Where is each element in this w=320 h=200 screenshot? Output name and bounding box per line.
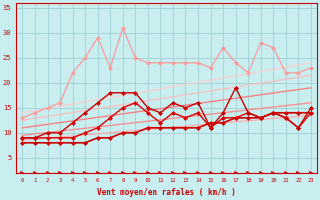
X-axis label: Vent moyen/en rafales ( km/h ): Vent moyen/en rafales ( km/h ) xyxy=(97,188,236,197)
